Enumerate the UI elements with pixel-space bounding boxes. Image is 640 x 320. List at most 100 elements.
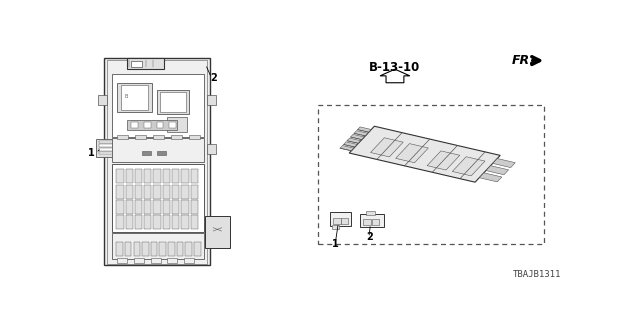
Bar [207, 144, 216, 154]
Bar [169, 122, 176, 128]
Bar [153, 135, 164, 140]
Bar [144, 200, 152, 214]
Ellipse shape [209, 224, 225, 234]
Bar [144, 185, 152, 198]
Circle shape [377, 220, 381, 221]
Polygon shape [344, 142, 357, 147]
Bar [117, 83, 152, 112]
Bar [98, 144, 107, 154]
Bar [112, 74, 204, 137]
Bar [157, 122, 163, 128]
Polygon shape [452, 157, 485, 176]
Bar [116, 215, 124, 229]
Bar [207, 95, 216, 105]
Bar [99, 141, 114, 143]
Polygon shape [354, 131, 368, 136]
Bar [116, 185, 124, 198]
Polygon shape [380, 69, 410, 83]
Bar [205, 216, 230, 248]
Bar [189, 135, 200, 140]
Bar [135, 169, 142, 183]
Polygon shape [351, 134, 364, 140]
Bar [172, 215, 179, 229]
Bar [99, 152, 114, 154]
Bar [125, 185, 133, 198]
Polygon shape [479, 173, 502, 182]
Text: 1: 1 [332, 239, 339, 249]
Bar [131, 122, 138, 128]
Bar [121, 85, 148, 110]
Bar [163, 185, 170, 198]
Bar [135, 215, 142, 229]
Bar [131, 61, 142, 67]
Bar [98, 95, 107, 105]
Bar [341, 218, 348, 224]
Bar [191, 215, 198, 229]
Bar [168, 242, 175, 256]
Bar [172, 169, 179, 183]
Bar [107, 60, 207, 264]
Bar [330, 212, 351, 226]
Bar [127, 120, 177, 130]
Polygon shape [349, 126, 500, 182]
Bar [112, 164, 204, 232]
Bar [125, 215, 133, 229]
Bar [163, 215, 170, 229]
Bar [157, 151, 166, 156]
Bar [332, 225, 339, 228]
Bar [181, 169, 189, 183]
Bar [157, 90, 189, 114]
Bar [191, 169, 198, 183]
Polygon shape [371, 138, 403, 157]
Bar [117, 135, 128, 140]
Bar [168, 258, 177, 263]
Bar [191, 185, 198, 198]
Polygon shape [358, 127, 371, 132]
Bar [125, 169, 133, 183]
Polygon shape [396, 144, 428, 163]
Bar [171, 135, 182, 140]
Text: 2: 2 [211, 73, 218, 83]
Bar [318, 105, 544, 244]
Bar [181, 200, 189, 214]
Text: 1: 1 [88, 148, 94, 158]
Text: FR.: FR. [511, 54, 534, 67]
Bar [134, 242, 140, 256]
Bar [142, 242, 148, 256]
Polygon shape [340, 146, 354, 151]
Bar [112, 233, 204, 259]
Text: B-13-10: B-13-10 [369, 61, 420, 75]
Bar [144, 169, 152, 183]
Bar [360, 214, 384, 227]
Bar [181, 185, 189, 198]
Polygon shape [493, 158, 515, 168]
Bar [127, 58, 164, 69]
Text: 2: 2 [366, 232, 372, 242]
Bar [191, 200, 198, 214]
Bar [99, 144, 114, 147]
Bar [163, 169, 170, 183]
Bar [163, 200, 170, 214]
Bar [144, 122, 151, 128]
Text: TBAJB1311: TBAJB1311 [513, 270, 561, 279]
Bar [116, 169, 124, 183]
Bar [184, 258, 194, 263]
Bar [116, 200, 124, 214]
Bar [104, 58, 211, 265]
Bar [186, 242, 192, 256]
Ellipse shape [150, 61, 158, 66]
Bar [116, 242, 123, 256]
Bar [364, 219, 371, 225]
Bar [172, 185, 179, 198]
Bar [144, 215, 152, 229]
Bar [142, 151, 151, 156]
Bar [194, 242, 200, 256]
Bar [150, 258, 161, 263]
Bar [160, 92, 186, 112]
Bar [99, 148, 114, 150]
Bar [135, 135, 146, 140]
Bar [97, 140, 118, 157]
Bar [167, 117, 187, 132]
Bar [154, 200, 161, 214]
Bar [177, 242, 183, 256]
